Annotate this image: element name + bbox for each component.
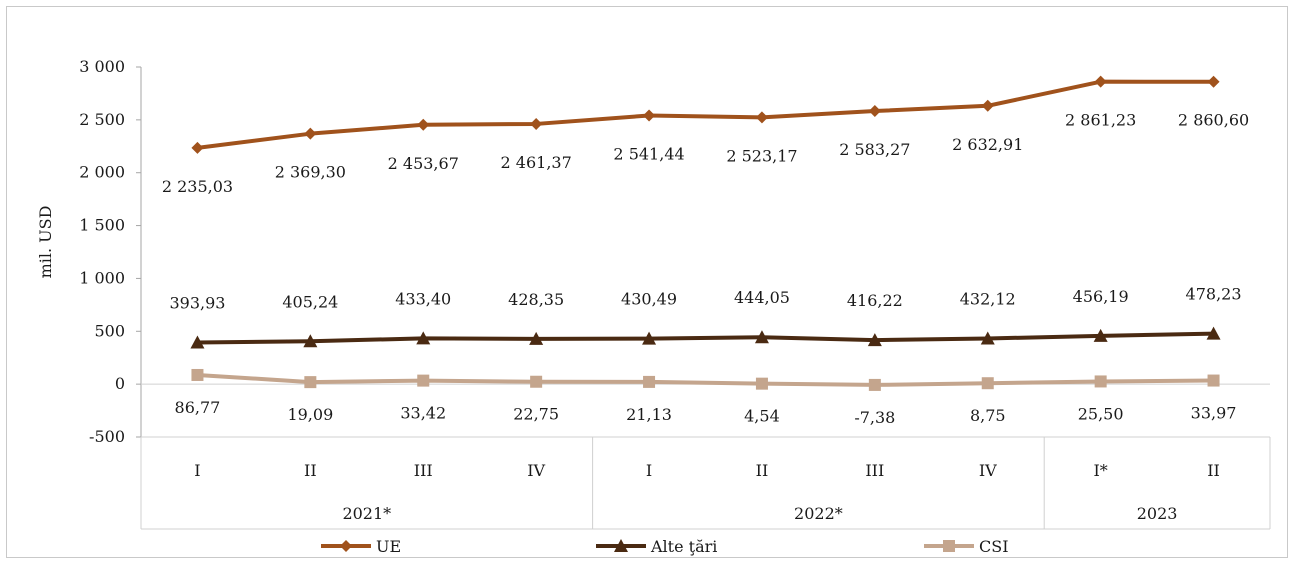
data-point-csi [1207, 374, 1220, 387]
y-tick-label: 0 [115, 374, 125, 393]
data-label-ue: 2 453,67 [388, 154, 459, 173]
legend-label-ue: UE [376, 537, 401, 556]
x-category-label: I [194, 461, 200, 480]
data-point-alte-tari [529, 331, 544, 345]
x-category-label: IV [979, 461, 997, 480]
data-point-ue [417, 118, 430, 131]
data-point-ue [643, 109, 656, 122]
data-point-csi [417, 374, 430, 387]
data-label-ue: 2 369,30 [275, 163, 346, 182]
y-tick-label: 1 500 [79, 216, 125, 235]
y-tick-label: 500 [94, 321, 125, 340]
data-point-alte-tari [416, 331, 431, 345]
data-point-csi [530, 375, 543, 388]
x-category-label: IV [527, 461, 545, 480]
data-label-ue: 2 523,17 [726, 146, 797, 165]
legend-label-alte-tari: Alte ţări [650, 537, 717, 556]
x-category-label: III [865, 461, 884, 480]
series-line-alte-tari [197, 331, 1214, 345]
x-category-label: II [304, 461, 317, 480]
data-label-csi: 8,75 [970, 406, 1006, 425]
data-label-ue: 2 461,37 [501, 153, 572, 172]
data-label-alte-tari: 478,23 [1186, 285, 1242, 304]
data-point-csi [755, 377, 768, 390]
data-point-ue [1094, 75, 1107, 88]
data-point-alte-tari [980, 331, 995, 345]
data-point-alte-tari [1206, 326, 1221, 340]
y-tick-label: 2 500 [79, 110, 125, 129]
x-category-label: I* [1093, 461, 1107, 480]
x-category-label: II [1207, 461, 1220, 480]
data-label-ue: 2 860,60 [1178, 111, 1249, 130]
chart-frame: -500 0 500 1 000 1 500 2 000 2 500 3 000 mil. US… [6, 6, 1288, 558]
data-label-alte-tari: 432,12 [960, 289, 1016, 308]
data-label-csi: 22,75 [513, 405, 559, 424]
data-label-ue: 2 861,23 [1065, 111, 1136, 130]
line-chart: -500 0 500 1 000 1 500 2 000 2 500 3 000 mil. US… [36, 57, 1271, 556]
data-label-ue: 2 583,27 [839, 140, 910, 159]
data-point-csi [191, 368, 204, 381]
data-point-ue [304, 127, 317, 140]
data-point-ue [981, 99, 994, 112]
data-point-alte-tari [1093, 328, 1108, 342]
data-label-alte-tari: 393,93 [169, 293, 225, 312]
data-label-alte-tari: 444,05 [734, 288, 790, 307]
y-tick-label: -500 [89, 427, 125, 446]
x-group-label: 2022* [794, 504, 843, 523]
data-point-ue [755, 111, 768, 124]
data-label-csi: 4,54 [744, 407, 780, 426]
data-label-csi: -7,38 [854, 408, 895, 427]
series-line-csi [197, 372, 1214, 387]
data-label-alte-tari: 405,24 [282, 292, 338, 311]
data-label-csi: 86,77 [175, 398, 221, 417]
data-point-alte-tari [642, 331, 657, 345]
data-point-alte-tari [867, 333, 882, 347]
data-point-alte-tari [190, 335, 205, 349]
legend-label-csi: CSI [979, 537, 1009, 556]
x-group-label: 2021* [342, 504, 391, 523]
data-label-csi: 33,97 [1191, 404, 1237, 423]
data-point-csi [981, 377, 994, 390]
y-axis-title: mil. USD [36, 206, 55, 279]
y-tick-label: 1 000 [79, 268, 125, 287]
data-label-alte-tari: 430,49 [621, 290, 677, 309]
y-tick-label: 3 000 [79, 57, 125, 76]
data-label-alte-tari: 433,40 [395, 289, 451, 308]
data-point-csi [643, 375, 656, 388]
data-label-csi: 25,50 [1078, 404, 1124, 423]
x-category-label: III [414, 461, 433, 480]
data-point-csi [868, 378, 881, 391]
series-line-ue [197, 79, 1214, 150]
data-point-ue [191, 141, 204, 154]
data-label-ue: 2 632,91 [952, 135, 1023, 154]
data-point-ue [868, 105, 881, 118]
legend-marker-alte-tari [614, 539, 628, 552]
y-tick-label: 2 000 [79, 163, 125, 182]
data-label-ue: 2 235,03 [162, 177, 233, 196]
data-point-alte-tari [754, 330, 769, 344]
data-label-ue: 2 541,44 [613, 144, 684, 163]
x-category-label: I [646, 461, 652, 480]
data-label-csi: 21,13 [626, 405, 672, 424]
data-point-ue [530, 117, 543, 130]
legend-marker-ue [340, 540, 352, 552]
data-point-csi [304, 376, 317, 389]
data-label-csi: 19,09 [287, 405, 333, 424]
data-point-csi [1094, 375, 1107, 388]
legend-marker-csi [943, 540, 955, 552]
data-label-csi: 33,42 [400, 404, 446, 423]
data-label-alte-tari: 456,19 [1073, 287, 1129, 306]
data-label-alte-tari: 428,35 [508, 290, 564, 309]
data-label-alte-tari: 416,22 [847, 291, 903, 310]
x-group-label: 2023 [1137, 504, 1178, 523]
x-category-label: II [756, 461, 769, 480]
data-point-ue [1207, 75, 1220, 88]
data-point-alte-tari [303, 334, 318, 348]
